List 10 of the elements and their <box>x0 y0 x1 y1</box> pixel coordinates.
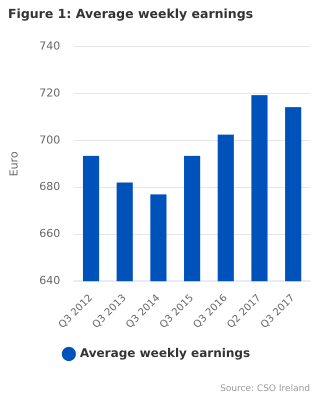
legend-label: Average weekly earnings <box>80 346 250 360</box>
y-tick-label: 680 <box>39 180 60 194</box>
y-tick-label: 720 <box>39 86 60 100</box>
y-tick-label: 640 <box>39 274 60 288</box>
chart-title: Figure 1: Average weekly earnings <box>8 6 254 21</box>
y-tick-label: 660 <box>39 227 60 240</box>
y-tick-label: 740 <box>39 39 60 52</box>
y-axis-title: Euro <box>7 151 20 176</box>
source-note: Source: CSO Ireland <box>220 384 310 394</box>
y-tick-label: 700 <box>39 133 60 146</box>
